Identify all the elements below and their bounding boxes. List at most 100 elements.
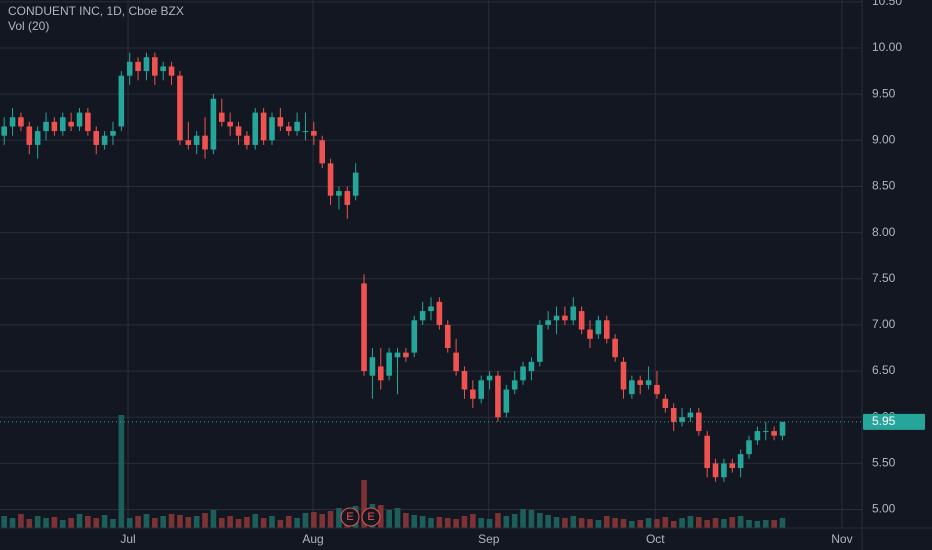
volume-title: Vol (20) bbox=[8, 19, 49, 33]
candle-body bbox=[545, 320, 551, 325]
earnings-label[interactable]: E bbox=[367, 511, 374, 523]
candle-body bbox=[520, 366, 526, 381]
volume-bar bbox=[110, 519, 116, 528]
candle-body bbox=[444, 324, 451, 348]
volume-bar bbox=[403, 513, 409, 528]
grid bbox=[0, 0, 862, 528]
candle-body bbox=[587, 329, 593, 339]
candle-body bbox=[319, 140, 326, 164]
candle-body bbox=[9, 117, 16, 127]
x-tick-label: Sep bbox=[478, 532, 500, 546]
volume-bar bbox=[670, 521, 677, 528]
candle-body bbox=[746, 440, 752, 455]
volume-bar bbox=[444, 518, 451, 528]
x-tick-label: Jul bbox=[120, 532, 135, 546]
volume-bar bbox=[302, 513, 309, 528]
earnings-circle[interactable] bbox=[361, 507, 381, 527]
volume-bar bbox=[118, 415, 125, 528]
volume-bar bbox=[478, 518, 485, 528]
candle-body bbox=[168, 66, 175, 76]
volume-bar bbox=[712, 518, 719, 528]
candle-body bbox=[377, 366, 384, 381]
volume-bar bbox=[260, 518, 267, 528]
candle-body bbox=[1, 126, 7, 136]
volume-bar bbox=[562, 518, 568, 528]
volume-bar bbox=[704, 520, 710, 528]
candle-body bbox=[679, 417, 685, 422]
candle-body bbox=[603, 320, 610, 339]
candle-body bbox=[369, 357, 376, 376]
candle-body bbox=[754, 431, 761, 441]
volume-bar bbox=[26, 519, 33, 528]
volume-bar bbox=[143, 514, 150, 528]
candle-body bbox=[218, 112, 225, 122]
candle-body bbox=[260, 112, 267, 141]
candle-body bbox=[637, 380, 644, 385]
y-tick-label: 8.00 bbox=[872, 225, 896, 239]
candle-body bbox=[344, 191, 351, 205]
candle-body bbox=[696, 412, 702, 432]
volume-bar bbox=[696, 517, 702, 528]
earnings-circle[interactable] bbox=[340, 507, 360, 527]
candle-body bbox=[68, 121, 74, 127]
volume-bar bbox=[18, 514, 24, 528]
volume-bar bbox=[1, 516, 7, 528]
volume-bar bbox=[595, 520, 602, 528]
candle-body bbox=[712, 463, 719, 478]
volume-bar bbox=[227, 516, 233, 528]
candle-body bbox=[93, 131, 100, 145]
candle-body bbox=[235, 126, 242, 136]
candle-body bbox=[294, 121, 300, 132]
volume-bar bbox=[428, 518, 434, 528]
candle-body bbox=[110, 131, 116, 136]
price-pane bbox=[1, 52, 786, 482]
volume-bar bbox=[135, 516, 141, 528]
candle-body bbox=[570, 306, 577, 321]
earnings-marker[interactable]: E bbox=[340, 507, 360, 527]
earnings-marker[interactable]: E bbox=[361, 507, 381, 527]
volume-bar bbox=[528, 510, 535, 528]
volume-bar bbox=[9, 518, 16, 528]
candle-body bbox=[59, 117, 66, 132]
volume-bar bbox=[461, 516, 468, 528]
candle-body bbox=[135, 61, 141, 72]
volume-bar bbox=[101, 515, 108, 528]
volume-bar bbox=[193, 516, 200, 528]
candle-body bbox=[511, 380, 518, 390]
candle-body bbox=[762, 431, 769, 433]
volume-bar bbox=[327, 511, 334, 528]
earnings-label[interactable]: E bbox=[346, 511, 353, 523]
volume-bar bbox=[553, 517, 560, 528]
candle-body bbox=[394, 352, 401, 358]
candle-body bbox=[578, 311, 585, 330]
x-tick-label: Nov bbox=[831, 532, 852, 546]
volume-bar bbox=[762, 520, 769, 528]
volume-bar bbox=[729, 517, 736, 528]
candle-body bbox=[419, 311, 426, 321]
candle-body bbox=[620, 361, 627, 390]
candle-body bbox=[411, 320, 418, 353]
volume-bar bbox=[603, 516, 610, 528]
candle-body bbox=[704, 435, 710, 468]
volume-bar bbox=[336, 508, 342, 528]
candle-body bbox=[478, 380, 485, 399]
volume-bar bbox=[679, 518, 685, 528]
candle-body bbox=[453, 352, 459, 372]
candle-body bbox=[386, 352, 392, 376]
candle-body bbox=[528, 361, 535, 372]
candle-body bbox=[311, 131, 317, 136]
candle-body bbox=[645, 380, 652, 385]
x-tick-label: Oct bbox=[646, 532, 665, 546]
candle-body bbox=[160, 66, 166, 72]
candle-body bbox=[202, 135, 208, 150]
last-price-box bbox=[863, 413, 925, 430]
volume-bar bbox=[570, 516, 577, 528]
y-tick-label: 9.00 bbox=[872, 132, 896, 146]
volume-bar bbox=[386, 510, 392, 528]
volume-bar bbox=[436, 517, 443, 528]
candle-body bbox=[503, 389, 510, 413]
volume-bar bbox=[319, 514, 326, 528]
volume-bar bbox=[394, 508, 401, 528]
y-tick-label: 9.50 bbox=[872, 86, 896, 100]
